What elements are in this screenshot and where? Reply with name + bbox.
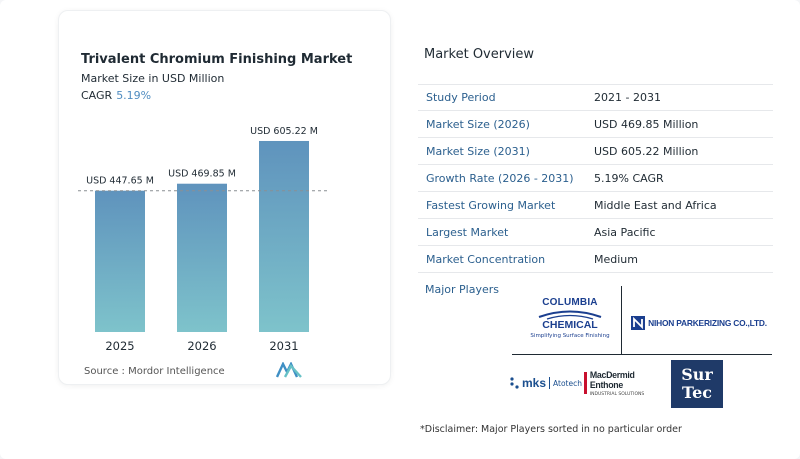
overview-value: 2021 - 2031 xyxy=(594,91,661,104)
surtec-line1: Sur xyxy=(681,365,713,384)
nihon-text: NIHON PARKERIZING CO.,LTD. xyxy=(648,318,767,328)
overview-value: USD 469.85 Million xyxy=(594,117,699,131)
overview-key: Growth Rate (2026 - 2031) xyxy=(426,171,574,185)
macdermid-line1: MacDermid Enthone xyxy=(589,369,635,390)
major-players-label: Major Players xyxy=(425,283,499,296)
data-label-2026: USD 469.85 M xyxy=(168,169,236,180)
overview-value: Asia Pacific xyxy=(594,225,656,239)
overview-row: Growth Rate (2026 - 2031) 5.19% CAGR xyxy=(418,165,773,192)
bar-2025 xyxy=(95,190,145,332)
overview-key: Market Size (2031) xyxy=(426,144,530,158)
cagr-label: CAGR xyxy=(81,89,113,102)
overview-key: Largest Market xyxy=(426,225,509,239)
np-mark-icon xyxy=(631,316,646,330)
source-text: Source : Mordor Intelligence xyxy=(84,366,225,377)
overview-title: Market Overview xyxy=(424,47,535,62)
bar-2026 xyxy=(177,183,227,332)
overview-key: Market Concentration xyxy=(426,252,546,266)
mks-dots-icon xyxy=(510,377,519,389)
globe-arc-icon xyxy=(538,310,602,320)
overview-value: USD 605.22 Million xyxy=(594,144,699,158)
overview-key: Study Period xyxy=(426,91,496,104)
cagr-value: 5.19% xyxy=(116,89,152,102)
overview-row: Market Size (2026) USD 469.85 Million xyxy=(418,111,773,138)
overview-row: Market Concentration Medium xyxy=(418,246,773,273)
surtec-logo: Sur Tec xyxy=(671,360,723,408)
chart-subtitle: Market Size in USD Million xyxy=(81,72,225,85)
columbia-chemical-logo: COLUMBIA CHEMICAL Simplifying Surface Fi… xyxy=(524,288,616,348)
disclaimer: *Disclaimer: Major Players sorted in no … xyxy=(420,424,682,435)
overview-table: Study Period 2021 - 2031 Market Size (202… xyxy=(418,84,773,273)
overview-row: Largest Market Asia Pacific xyxy=(418,219,773,246)
mks-separator xyxy=(549,377,551,389)
macdermid-line2: INDUSTRIAL SOLUTIONS xyxy=(589,391,645,397)
columbia-line2: CHEMICAL xyxy=(542,319,598,331)
mordor-logo-icon xyxy=(276,362,302,378)
data-label-2025: USD 447.65 M xyxy=(86,176,154,187)
data-label-2031: USD 605.22 M xyxy=(250,126,318,137)
x-tick-2031: 2031 xyxy=(269,339,298,353)
overview-row: Market Size (2031) USD 605.22 Million xyxy=(418,138,773,165)
overview-key: Market Size (2026) xyxy=(426,117,530,131)
macdermid-bar xyxy=(584,372,587,394)
chart-title: Trivalent Chromium Finishing Market xyxy=(81,52,353,67)
logo-divider xyxy=(512,354,772,355)
overview-key: Fastest Growing Market xyxy=(426,198,556,212)
mks-sub: Atotech xyxy=(553,378,582,388)
overview-value: 5.19% CAGR xyxy=(594,171,664,185)
surtec-line2: Tec xyxy=(682,383,712,402)
mks-brand: mks xyxy=(522,376,547,390)
macdermid-enthone-logo: MacDermid Enthone INDUSTRIAL SOLUTIONS xyxy=(584,364,666,402)
overview-value: Medium xyxy=(594,252,638,266)
overview-row: Study Period 2021 - 2031 xyxy=(418,84,773,111)
mks-atotech-logo: mks Atotech xyxy=(510,368,582,398)
logo-divider xyxy=(621,286,622,354)
overview-value: Middle East and Africa xyxy=(594,198,717,212)
cagr-row: CAGR 5.19% xyxy=(81,89,151,102)
x-tick-2025: 2025 xyxy=(105,339,134,353)
columbia-tagline: Simplifying Surface Finishing xyxy=(530,333,610,339)
nihon-parkerizing-logo: NIHON PARKERIZING CO.,LTD. xyxy=(624,310,774,336)
x-tick-2026: 2026 xyxy=(187,339,216,353)
overview-row: Fastest Growing Market Middle East and Af… xyxy=(418,192,773,219)
columbia-line1: COLUMBIA xyxy=(542,297,598,308)
bar-chart: USD 447.65 M 2025 USD 469.85 M 2026 USD 605.… xyxy=(78,126,330,353)
bar-2031 xyxy=(259,140,309,332)
